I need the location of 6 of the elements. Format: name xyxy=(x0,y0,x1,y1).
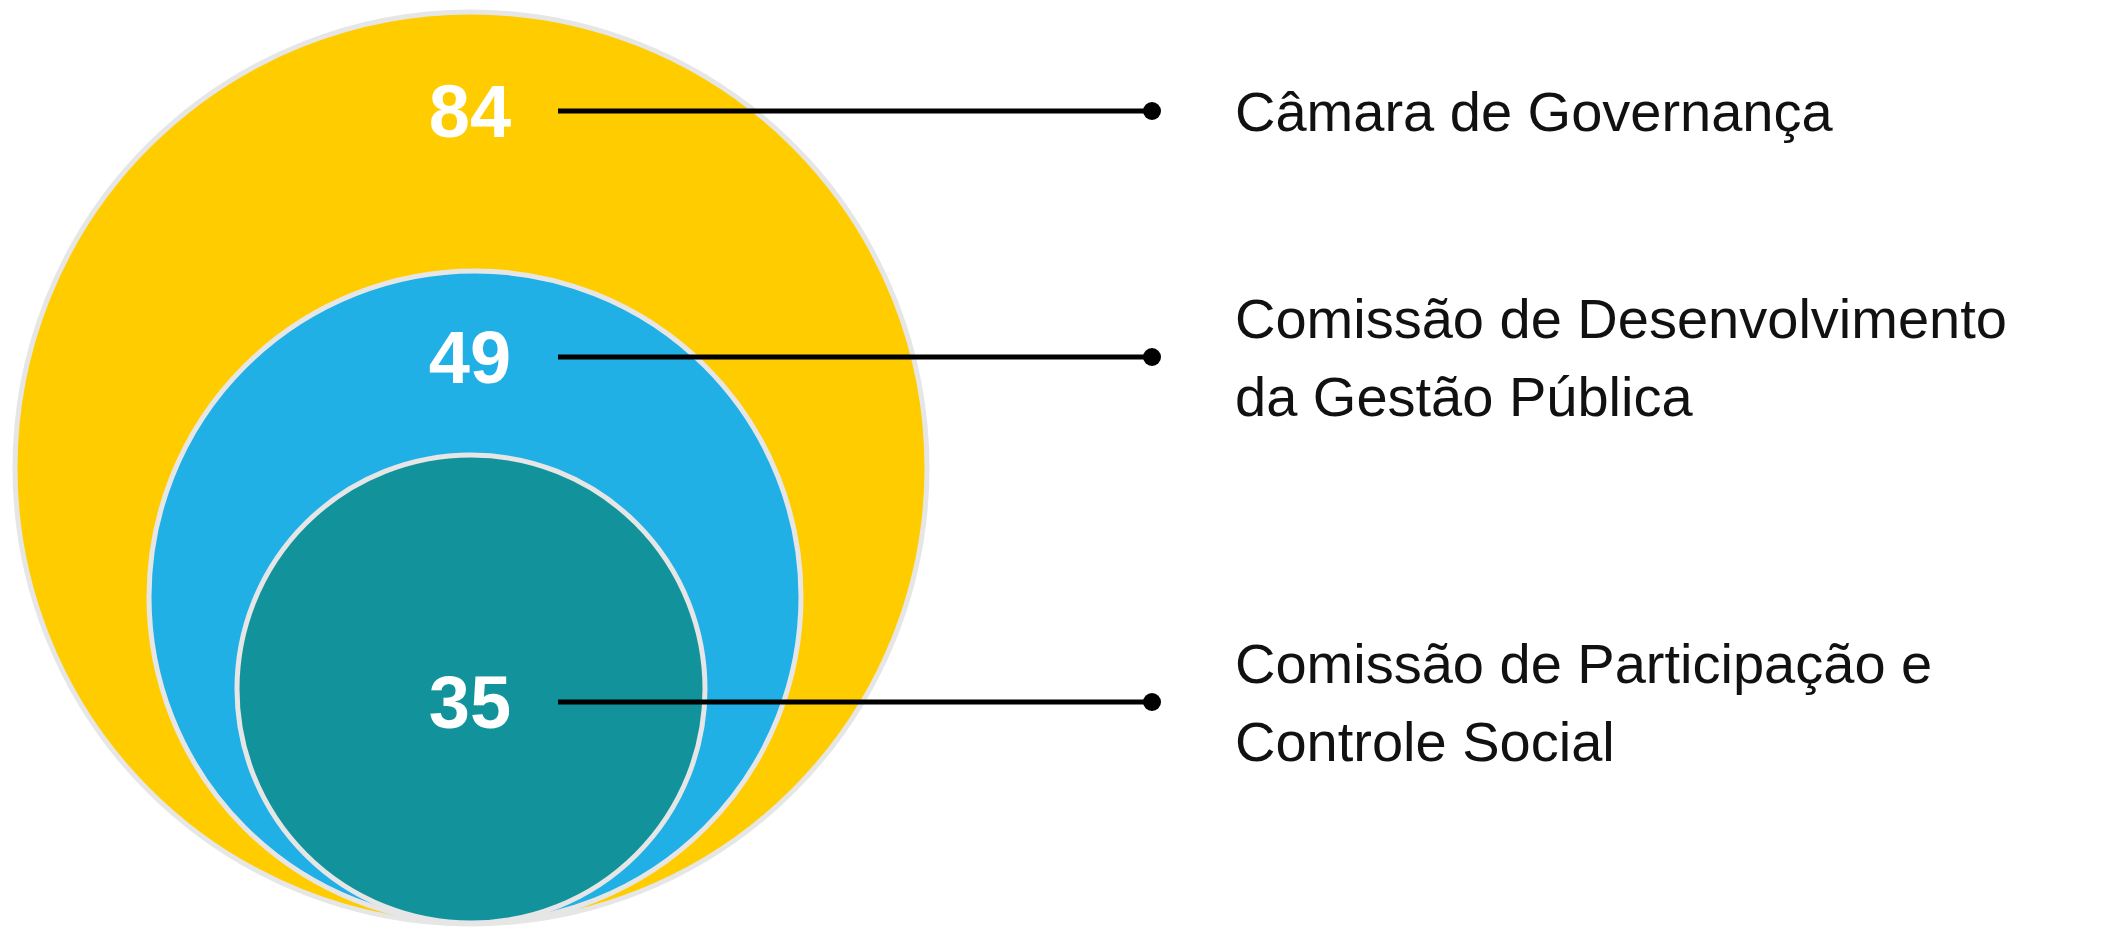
data-label: 35 xyxy=(428,660,512,744)
category-label: Comissão de Participação e Controle Social xyxy=(1235,631,1933,773)
category-label: Comissão de Desenvolvimento da Gestão Pública xyxy=(1235,286,2007,428)
data-label: 49 xyxy=(428,315,512,399)
category-label: Câmara de Governança xyxy=(1235,79,1834,143)
data-label: 84 xyxy=(428,69,512,153)
